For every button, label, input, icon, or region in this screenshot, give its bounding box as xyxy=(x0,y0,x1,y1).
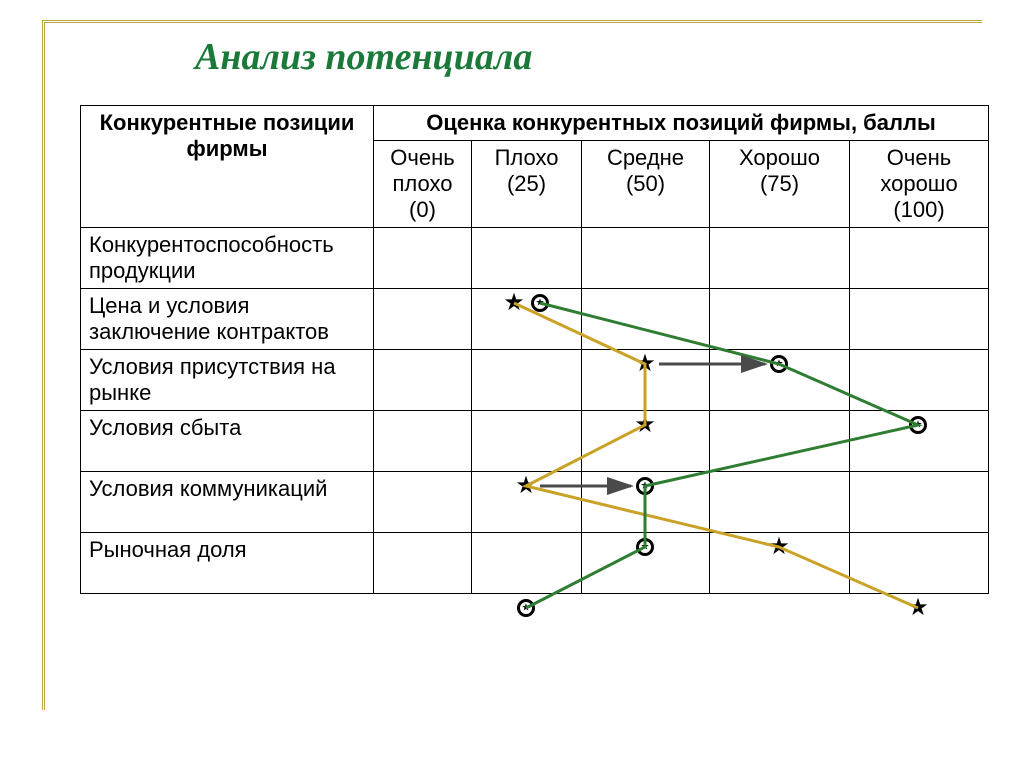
row-label: Конкурентоспособность продукции xyxy=(81,228,374,289)
scale-100: Очень хорошо (100) xyxy=(850,141,989,228)
score-cell xyxy=(374,472,472,533)
score-cell xyxy=(710,228,850,289)
star-icon: ★ xyxy=(768,535,790,559)
scale-0: Очень плохо (0) xyxy=(374,141,472,228)
row-label: Условия коммуникаций xyxy=(81,472,374,533)
target-icon xyxy=(636,477,654,495)
row-label: Условия сбыта xyxy=(81,411,374,472)
score-cell xyxy=(850,289,989,350)
score-cell xyxy=(374,411,472,472)
score-cell xyxy=(850,228,989,289)
score-cell xyxy=(850,350,989,411)
star-icon: ★ xyxy=(634,352,656,376)
target-icon xyxy=(517,599,535,617)
score-cell xyxy=(582,228,710,289)
score-cell xyxy=(374,350,472,411)
table-row: Конкурентоспособность продукции xyxy=(81,228,989,289)
star-icon: ★ xyxy=(634,413,656,437)
score-cell xyxy=(472,350,582,411)
table-row: Условия присутствия на рынке xyxy=(81,350,989,411)
score-cell xyxy=(472,533,582,594)
score-cell xyxy=(374,228,472,289)
score-cell xyxy=(582,289,710,350)
target-icon xyxy=(531,294,549,312)
analysis-table-wrap: Конкурентные позиции фирмы Оценка конкур… xyxy=(80,105,988,594)
scale-75: Хорошо (75) xyxy=(710,141,850,228)
score-cell xyxy=(710,472,850,533)
analysis-table: Конкурентные позиции фирмы Оценка конкур… xyxy=(80,105,989,594)
header-positions: Конкурентные позиции фирмы xyxy=(81,106,374,228)
score-cell xyxy=(472,228,582,289)
score-cell xyxy=(850,533,989,594)
row-label: Цена и условия заключение контрактов xyxy=(81,289,374,350)
row-label: Условия присутствия на рынке xyxy=(81,350,374,411)
table-row: Рыночная доля xyxy=(81,533,989,594)
scale-50: Средне (50) xyxy=(582,141,710,228)
score-cell xyxy=(850,472,989,533)
row-label: Рыночная доля xyxy=(81,533,374,594)
header-scores: Оценка конкурентных позиций фирмы, баллы xyxy=(374,106,989,141)
score-cell xyxy=(472,289,582,350)
slide-title: Анализ потенциала xyxy=(195,35,532,79)
score-cell xyxy=(374,289,472,350)
target-icon xyxy=(636,538,654,556)
target-icon xyxy=(909,416,927,434)
score-cell xyxy=(710,411,850,472)
score-cell xyxy=(374,533,472,594)
table-row: Условия сбыта xyxy=(81,411,989,472)
score-cell xyxy=(472,411,582,472)
star-icon: ★ xyxy=(515,474,537,498)
star-icon: ★ xyxy=(907,596,929,620)
scale-25: Плохо (25) xyxy=(472,141,582,228)
target-icon xyxy=(770,355,788,373)
star-icon: ★ xyxy=(503,291,525,315)
score-cell xyxy=(710,289,850,350)
